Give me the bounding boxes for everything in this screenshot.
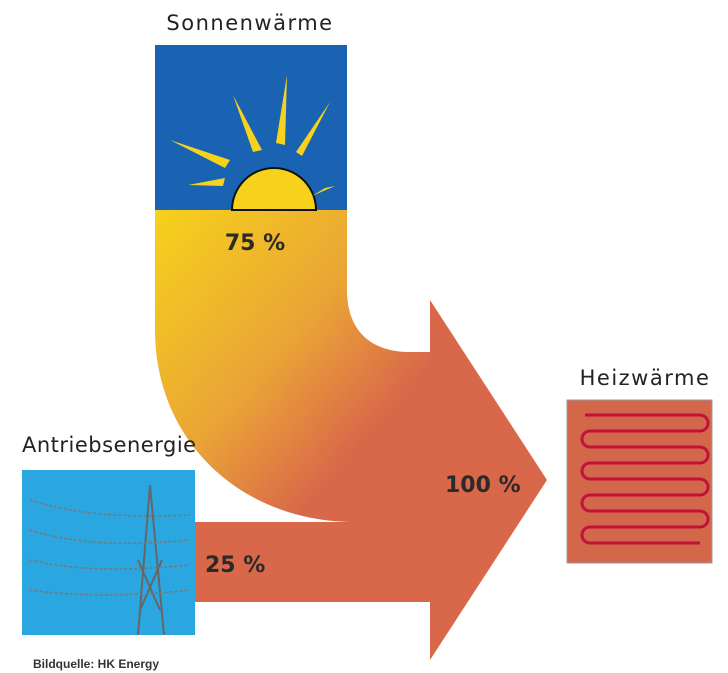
heater-image (567, 400, 712, 563)
node-label: Sonnenwärme (166, 11, 333, 35)
node-share: 100 % (445, 473, 521, 498)
node-label: Heizwärme (580, 366, 711, 390)
power-line-image (22, 470, 195, 635)
sun-image (155, 45, 347, 210)
node-label: Antriebsenergie (22, 433, 197, 457)
diagram: Sonnenwärme 75 % Antriebsenergie 25 % He… (0, 0, 728, 673)
source-note: Bildquelle: HK Energy (33, 657, 159, 671)
solar-flow (155, 210, 432, 522)
node-share: 75 % (225, 231, 285, 256)
node-share: 25 % (205, 553, 265, 578)
